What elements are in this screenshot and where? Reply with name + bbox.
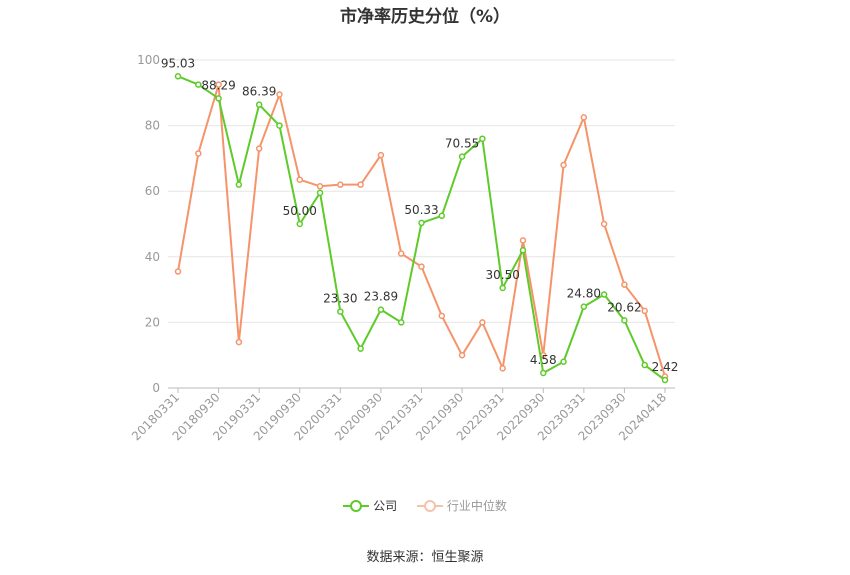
data-point-company <box>276 122 283 129</box>
y-tick-label: 20 <box>145 315 160 329</box>
data-point-company <box>337 308 344 315</box>
chart-title: 市净率历史分位（%） <box>339 7 511 27</box>
legend: 公司 行业中位数 <box>0 497 850 516</box>
data-label: 50.33 <box>404 203 438 217</box>
data-point-company <box>621 317 628 324</box>
data-labels: 95.03 88.29 86.39 50.00 23.30 23.89 50.33 70.55… <box>161 56 679 374</box>
data-point-company <box>641 361 648 369</box>
data-point-company <box>397 319 405 326</box>
data-label: 24.80 <box>567 287 601 301</box>
data-source-note: 数据来源：恒生聚源 <box>366 550 484 565</box>
legend-swatch-industry-median <box>416 499 443 513</box>
data-label: 2.42 <box>652 360 679 374</box>
line-chart: 0 20 40 60 80 100 201803312018093020190331201… <box>129 53 679 443</box>
y-tick-label: 0 <box>152 381 160 395</box>
y-tick-label: 60 <box>145 184 160 198</box>
data-label: 50.00 <box>283 204 317 218</box>
data-point-company <box>195 81 202 88</box>
data-point-company <box>377 306 385 313</box>
data-point-industry-median <box>235 338 243 346</box>
data-point-company <box>499 284 506 292</box>
data-point-industry-median <box>357 181 364 188</box>
data-label: 4.58 <box>530 353 557 367</box>
y-tick-label: 80 <box>145 119 160 133</box>
data-point-industry-median <box>296 176 303 183</box>
data-point-company <box>560 358 567 366</box>
data-label: 30.50 <box>485 268 519 282</box>
data-point-company <box>215 95 222 102</box>
data-label: 23.89 <box>364 290 398 304</box>
data-point-company <box>357 345 364 352</box>
data-point-company <box>479 135 486 142</box>
data-label: 95.03 <box>161 56 195 70</box>
data-point-industry-median <box>316 183 324 190</box>
data-point-industry-median <box>418 263 425 270</box>
data-label: 20.62 <box>607 300 641 314</box>
data-point-industry-median <box>580 114 588 121</box>
y-tick-label: 40 <box>145 250 160 264</box>
data-point-industry-median <box>438 312 446 320</box>
data-point-company <box>600 291 608 298</box>
y-axis: 0 20 40 60 80 100 <box>137 53 160 395</box>
data-point-industry-median <box>600 220 608 228</box>
data-point-industry-median <box>397 250 405 257</box>
data-label: 23.30 <box>323 292 357 306</box>
data-label: 70.55 <box>445 137 479 151</box>
data-point-industry-median <box>641 307 648 315</box>
data-point-industry-median <box>458 351 466 359</box>
data-point-company <box>316 189 324 197</box>
data-point-industry-median <box>519 237 527 244</box>
data-point-company <box>519 246 527 254</box>
data-point-industry-median <box>499 365 506 372</box>
legend-item-industry-median[interactable]: 行业中位数 <box>416 497 507 514</box>
data-point-company <box>661 376 669 384</box>
data-point-company <box>458 153 466 160</box>
data-point-industry-median <box>255 145 263 152</box>
data-point-industry-median <box>276 91 283 98</box>
data-point-company <box>235 181 243 188</box>
data-label: 86.39 <box>242 85 276 99</box>
data-point-company <box>438 212 446 220</box>
data-point-industry-median <box>560 161 567 169</box>
data-point-company <box>580 303 588 310</box>
data-label: 88.29 <box>201 78 235 92</box>
data-point-industry-median <box>215 81 222 88</box>
data-point-industry-median <box>377 151 385 159</box>
data-point-company <box>174 73 182 80</box>
legend-label-company: 公司 <box>373 499 398 513</box>
legend-label-industry-median: 行业中位数 <box>446 499 507 513</box>
series-line-industry-median <box>177 83 666 377</box>
legend-item-company[interactable]: 公司 <box>343 497 397 514</box>
data-point-company <box>296 220 303 228</box>
x-axis: 2018033120180930201903312019093020200331… <box>129 387 675 443</box>
series-layer <box>174 73 669 384</box>
legend-swatch-company <box>343 499 370 513</box>
y-tick-label: 100 <box>137 53 160 67</box>
data-point-industry-median <box>621 281 628 288</box>
data-point-industry-median <box>479 319 486 326</box>
data-point-company <box>418 219 425 227</box>
grid-lines <box>168 59 675 323</box>
data-point-industry-median <box>337 181 344 188</box>
data-point-company <box>540 369 547 377</box>
data-point-industry-median <box>195 150 202 157</box>
data-point-industry-median <box>174 268 182 275</box>
data-point-company <box>255 101 263 108</box>
